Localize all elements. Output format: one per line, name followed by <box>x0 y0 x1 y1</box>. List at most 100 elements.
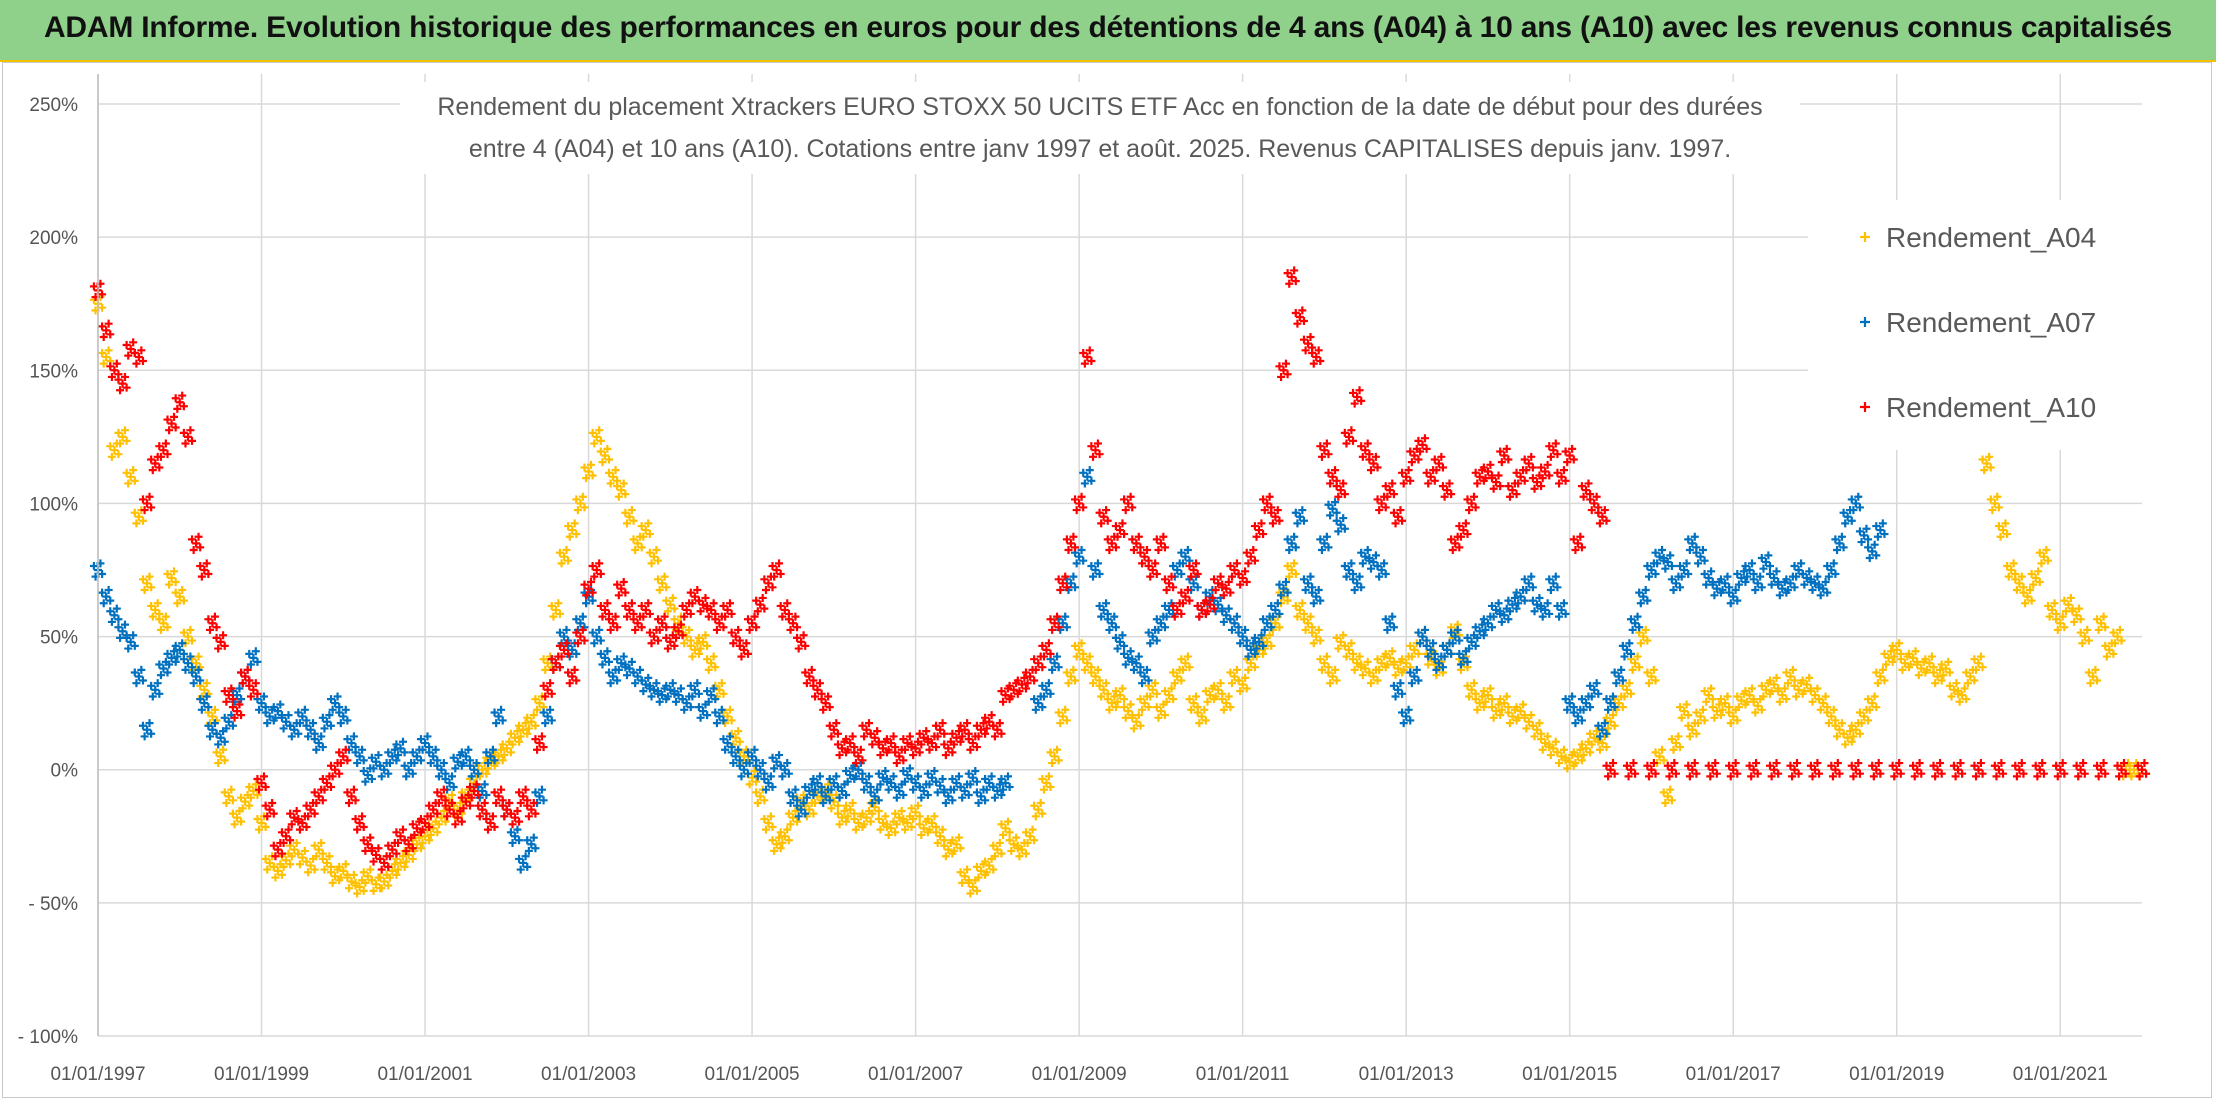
data-point <box>453 813 462 822</box>
data-point <box>1627 649 1635 658</box>
data-point <box>1350 665 1359 674</box>
data-point <box>237 793 246 802</box>
data-point <box>832 772 841 781</box>
data-point <box>952 733 961 742</box>
data-point <box>2097 619 2106 628</box>
data-point <box>230 713 239 722</box>
data-point <box>351 814 360 823</box>
data-point <box>328 878 337 887</box>
data-point <box>842 735 851 744</box>
data-point <box>219 745 228 754</box>
data-point <box>1459 653 1468 662</box>
data-point <box>2060 623 2069 632</box>
data-point <box>1087 668 1096 677</box>
data-point <box>704 697 713 706</box>
data-point <box>1102 506 1111 515</box>
data-point <box>2142 769 2151 778</box>
data-point <box>1192 692 1201 701</box>
data-point <box>371 850 380 859</box>
data-point <box>426 830 435 839</box>
data-point <box>228 796 237 805</box>
data-point <box>1340 562 1349 571</box>
data-point <box>639 532 648 541</box>
data-point <box>999 830 1008 839</box>
data-point <box>1244 665 1253 674</box>
data-point <box>1925 659 1934 668</box>
data-point <box>1557 605 1566 614</box>
data-point <box>369 764 378 773</box>
data-point <box>384 862 393 871</box>
data-point <box>1496 607 1505 616</box>
data-point <box>670 687 679 696</box>
data-point <box>1085 346 1094 355</box>
data-point <box>392 870 401 879</box>
data-point <box>1797 559 1806 568</box>
data-point <box>892 759 901 768</box>
data-point <box>1099 605 1108 614</box>
data-point <box>786 820 795 829</box>
data-point <box>1772 567 1781 576</box>
data-point <box>486 818 495 827</box>
data-point <box>813 792 822 801</box>
data-point <box>927 773 936 782</box>
data-point <box>1729 592 1738 601</box>
data-point <box>1532 725 1541 734</box>
data-point <box>662 681 671 690</box>
data-point <box>627 657 636 666</box>
data-point <box>895 813 904 822</box>
data-point <box>237 695 246 704</box>
data-point <box>1173 672 1182 681</box>
data-point <box>1309 639 1318 648</box>
data-point <box>674 691 683 700</box>
data-point <box>1486 684 1495 693</box>
data-point <box>547 655 556 664</box>
data-point <box>614 492 623 501</box>
data-point <box>1827 712 1836 721</box>
data-point <box>294 814 303 823</box>
data-point <box>726 705 735 714</box>
data-point <box>895 787 904 796</box>
data-point <box>1044 639 1053 648</box>
data-point <box>1064 546 1073 555</box>
data-point <box>404 840 413 849</box>
data-point <box>277 849 286 858</box>
data-point <box>208 619 217 628</box>
data-point <box>396 744 405 753</box>
data-point <box>1802 573 1811 582</box>
data-point <box>797 637 806 646</box>
data-point <box>1154 546 1163 555</box>
data-point <box>1347 426 1356 435</box>
data-point <box>122 383 131 392</box>
data-point <box>1631 769 1640 778</box>
data-point <box>1380 559 1389 568</box>
data-point <box>1833 732 1842 741</box>
data-point <box>1782 575 1791 584</box>
data-point <box>1177 655 1186 664</box>
data-point <box>676 620 685 629</box>
data-point <box>997 820 1006 829</box>
data-point <box>1475 699 1484 708</box>
data-point <box>2138 765 2146 774</box>
data-point <box>993 787 1002 796</box>
data-point <box>1357 660 1366 669</box>
data-point <box>441 775 450 784</box>
data-point <box>696 607 705 616</box>
data-point <box>206 732 215 741</box>
data-point <box>2093 761 2102 770</box>
data-point <box>835 751 844 760</box>
data-point <box>1805 567 1814 576</box>
data-point <box>1249 639 1258 648</box>
data-point <box>1677 572 1686 581</box>
data-point <box>114 623 123 632</box>
data-point <box>1655 552 1664 561</box>
data-point <box>1622 685 1631 694</box>
data-point <box>249 653 258 662</box>
data-point <box>1494 700 1503 709</box>
data-point <box>899 735 908 744</box>
data-point <box>1537 482 1546 491</box>
data-point <box>1169 695 1178 704</box>
data-point <box>1577 756 1586 765</box>
data-point <box>770 846 779 855</box>
data-point <box>1410 672 1419 681</box>
data-point <box>768 583 777 592</box>
